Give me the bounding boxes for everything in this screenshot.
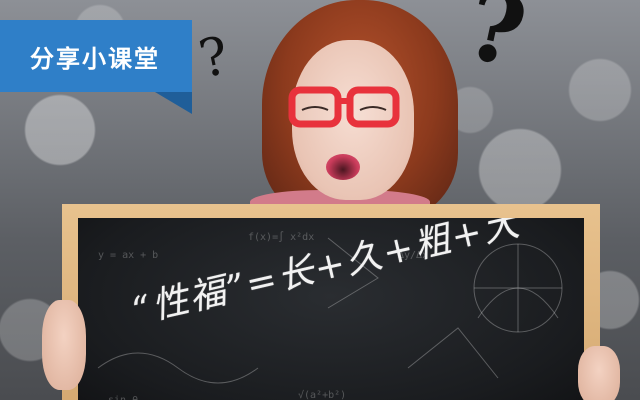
banner: 分享小课堂 xyxy=(0,20,192,92)
question-mark-icon: ? xyxy=(194,25,234,91)
svg-text:sin θ: sin θ xyxy=(108,395,138,400)
question-mark-icon: ? xyxy=(456,0,536,90)
left-hand xyxy=(42,300,86,390)
chalkboard-frame: f(x)=∫ x²dx Δy/Δx y = ax + b √(a²+b²) Σ … xyxy=(62,204,600,400)
banner-fold xyxy=(155,92,192,114)
right-hand xyxy=(578,346,620,400)
svg-text:√(a²+b²): √(a²+b²) xyxy=(298,389,346,400)
svg-text:Δy/Δx: Δy/Δx xyxy=(398,250,428,261)
person-mouth xyxy=(326,154,360,180)
banner-label: 分享小课堂 xyxy=(30,44,160,73)
red-glasses xyxy=(288,86,400,128)
svg-text:y = ax + b: y = ax + b xyxy=(98,250,158,261)
svg-text:f(x)=∫ x²dx: f(x)=∫ x²dx xyxy=(248,231,314,243)
chalk-formulas: f(x)=∫ x²dx Δy/Δx y = ax + b √(a²+b²) Σ … xyxy=(97,231,563,400)
chalkboard: f(x)=∫ x²dx Δy/Δx y = ax + b √(a²+b²) Σ … xyxy=(78,218,584,400)
